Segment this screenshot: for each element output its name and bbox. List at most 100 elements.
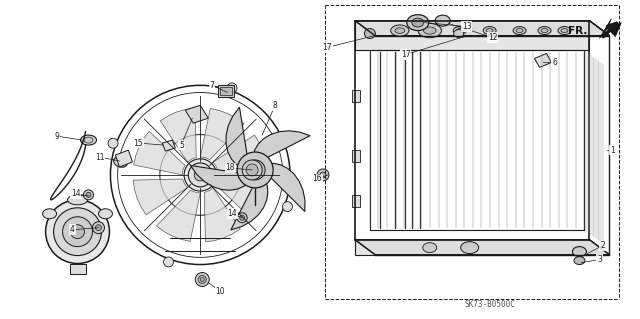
Polygon shape: [264, 163, 305, 211]
Text: 9: 9: [54, 132, 59, 141]
Circle shape: [95, 225, 102, 231]
Polygon shape: [134, 131, 185, 175]
Text: 2: 2: [600, 241, 605, 250]
Ellipse shape: [561, 29, 568, 33]
Ellipse shape: [513, 26, 526, 34]
Ellipse shape: [558, 26, 571, 34]
Bar: [352, 90, 360, 102]
Polygon shape: [156, 190, 200, 241]
Ellipse shape: [424, 27, 436, 34]
Circle shape: [237, 213, 247, 223]
Ellipse shape: [454, 30, 464, 38]
Polygon shape: [355, 240, 609, 255]
Text: 14: 14: [227, 209, 237, 218]
Text: 18: 18: [225, 163, 235, 173]
Ellipse shape: [84, 137, 93, 143]
Ellipse shape: [395, 28, 404, 33]
Circle shape: [245, 160, 265, 180]
Polygon shape: [534, 54, 552, 67]
Circle shape: [242, 160, 262, 180]
Polygon shape: [160, 108, 196, 162]
Polygon shape: [355, 21, 609, 35]
Ellipse shape: [541, 29, 548, 33]
Circle shape: [198, 276, 206, 284]
Circle shape: [70, 225, 84, 239]
Circle shape: [188, 163, 212, 187]
Ellipse shape: [538, 26, 551, 34]
Ellipse shape: [418, 23, 442, 38]
Ellipse shape: [456, 29, 463, 33]
Bar: [218, 85, 234, 97]
Bar: [220, 87, 232, 95]
Polygon shape: [163, 140, 175, 151]
Polygon shape: [133, 179, 188, 215]
Ellipse shape: [486, 29, 493, 33]
Circle shape: [195, 272, 209, 286]
Bar: [70, 263, 86, 273]
Text: 4: 4: [70, 225, 75, 234]
Ellipse shape: [43, 209, 56, 219]
Ellipse shape: [574, 256, 585, 264]
Text: 17: 17: [401, 50, 411, 59]
Ellipse shape: [114, 157, 127, 167]
Bar: [352, 150, 360, 162]
Polygon shape: [600, 19, 621, 39]
Circle shape: [93, 222, 104, 234]
Circle shape: [54, 208, 102, 256]
Polygon shape: [200, 108, 244, 160]
Polygon shape: [216, 175, 267, 219]
Polygon shape: [186, 105, 208, 123]
Ellipse shape: [516, 29, 523, 33]
Circle shape: [164, 257, 173, 267]
Circle shape: [108, 138, 118, 148]
Ellipse shape: [364, 29, 376, 39]
Circle shape: [320, 172, 326, 178]
Text: 11: 11: [95, 152, 104, 161]
Ellipse shape: [412, 18, 424, 27]
Circle shape: [83, 190, 93, 200]
Ellipse shape: [461, 241, 479, 254]
Circle shape: [250, 165, 260, 175]
Circle shape: [317, 169, 329, 181]
Circle shape: [45, 200, 109, 263]
Polygon shape: [191, 166, 250, 190]
Text: 14: 14: [70, 189, 81, 198]
Text: 12: 12: [488, 33, 497, 42]
Polygon shape: [213, 135, 268, 171]
Ellipse shape: [483, 26, 496, 34]
Text: 8: 8: [273, 101, 278, 110]
Polygon shape: [115, 150, 132, 167]
Circle shape: [237, 152, 273, 188]
Text: 3: 3: [597, 255, 602, 264]
Text: 7: 7: [210, 81, 214, 90]
Bar: [355, 240, 589, 255]
Circle shape: [239, 215, 244, 220]
Polygon shape: [226, 107, 248, 167]
Circle shape: [195, 169, 206, 181]
Ellipse shape: [572, 247, 586, 256]
Text: 5: 5: [179, 141, 184, 150]
Text: 17: 17: [322, 43, 332, 52]
Ellipse shape: [453, 26, 466, 34]
Bar: [352, 195, 360, 207]
Text: 13: 13: [462, 22, 472, 31]
Text: 15: 15: [134, 138, 143, 148]
Ellipse shape: [68, 195, 88, 205]
Ellipse shape: [435, 15, 450, 26]
Text: SK73-B0500C: SK73-B0500C: [464, 300, 515, 309]
Circle shape: [282, 202, 292, 211]
Polygon shape: [204, 188, 240, 242]
Text: 10: 10: [216, 287, 225, 296]
Ellipse shape: [407, 15, 429, 31]
Ellipse shape: [391, 25, 409, 36]
Circle shape: [246, 164, 258, 176]
Polygon shape: [255, 131, 310, 161]
Circle shape: [200, 278, 204, 281]
Text: FR.: FR.: [568, 26, 588, 35]
Circle shape: [184, 159, 216, 191]
Text: 1: 1: [610, 145, 615, 154]
Circle shape: [227, 83, 237, 93]
Circle shape: [63, 217, 93, 247]
Bar: [355, 21, 589, 50]
Circle shape: [86, 192, 91, 197]
